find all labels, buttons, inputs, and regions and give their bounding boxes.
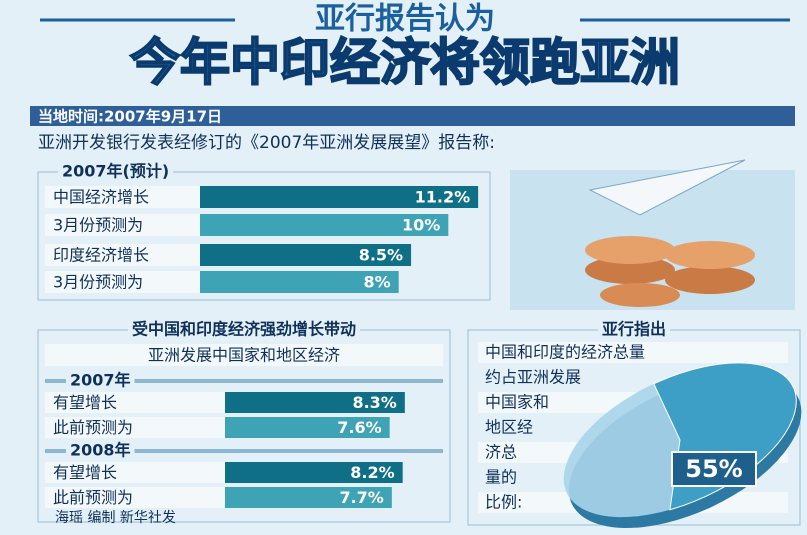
- value-label: 7.6%: [337, 418, 381, 437]
- note-line: 量的: [485, 468, 517, 487]
- coins-illustration: [510, 160, 795, 310]
- value-label: 8%: [363, 273, 390, 292]
- row-label: 中国经济增长: [53, 188, 149, 207]
- section-subtitle: 亚洲发展中国家和地区经济: [148, 346, 340, 365]
- value-label: 8.2%: [350, 463, 394, 482]
- section-title: 亚行指出: [602, 320, 666, 339]
- row-label: 印度经济增长: [53, 246, 149, 265]
- intro: 亚洲开发银行发表经修订的《2007年亚洲发展展望》报告称:: [38, 133, 495, 153]
- value-label: 11.2%: [415, 188, 471, 207]
- value-label: 10%: [402, 216, 440, 235]
- note-line: 约占亚洲发展: [485, 368, 581, 387]
- section-title: 受中国和印度经济强劲增长带动: [132, 320, 356, 339]
- section-title: 2007年(预计): [62, 162, 169, 181]
- footer: 海瑶 编制 新华社发: [55, 510, 176, 526]
- note-line: 中国家和: [485, 393, 549, 412]
- value-label: 8.5%: [359, 246, 403, 265]
- value-label: 55%: [685, 455, 742, 483]
- row-label: 此前预测为: [53, 418, 133, 437]
- note-line: 中国和印度的经济总量: [485, 343, 645, 362]
- value-label: 7.7%: [339, 488, 383, 507]
- note-line: 济总: [485, 443, 517, 462]
- note-line: 比例:: [485, 493, 522, 512]
- row-label: 有望增长: [53, 463, 117, 482]
- row-label: 3月份预测为: [53, 216, 143, 235]
- section-title: 2008年: [70, 441, 131, 460]
- title: 今年中印经济将领跑亚洲: [130, 34, 680, 92]
- subtitle: 亚行报告认为: [315, 2, 495, 37]
- date: 当地时间:2007年9月17日: [38, 108, 222, 126]
- section-title: 2007年: [70, 371, 131, 390]
- infographic: 亚行报告认为 今年中印经济将领跑亚洲 当地时间:2007年9月17日 亚洲开发银…: [0, 0, 807, 535]
- row-label: 有望增长: [53, 393, 117, 412]
- value-label: 8.3%: [352, 393, 396, 412]
- row-label: 此前预测为: [53, 488, 133, 507]
- note-line: 地区经: [485, 418, 533, 437]
- row-label: 3月份预测为: [53, 273, 143, 292]
